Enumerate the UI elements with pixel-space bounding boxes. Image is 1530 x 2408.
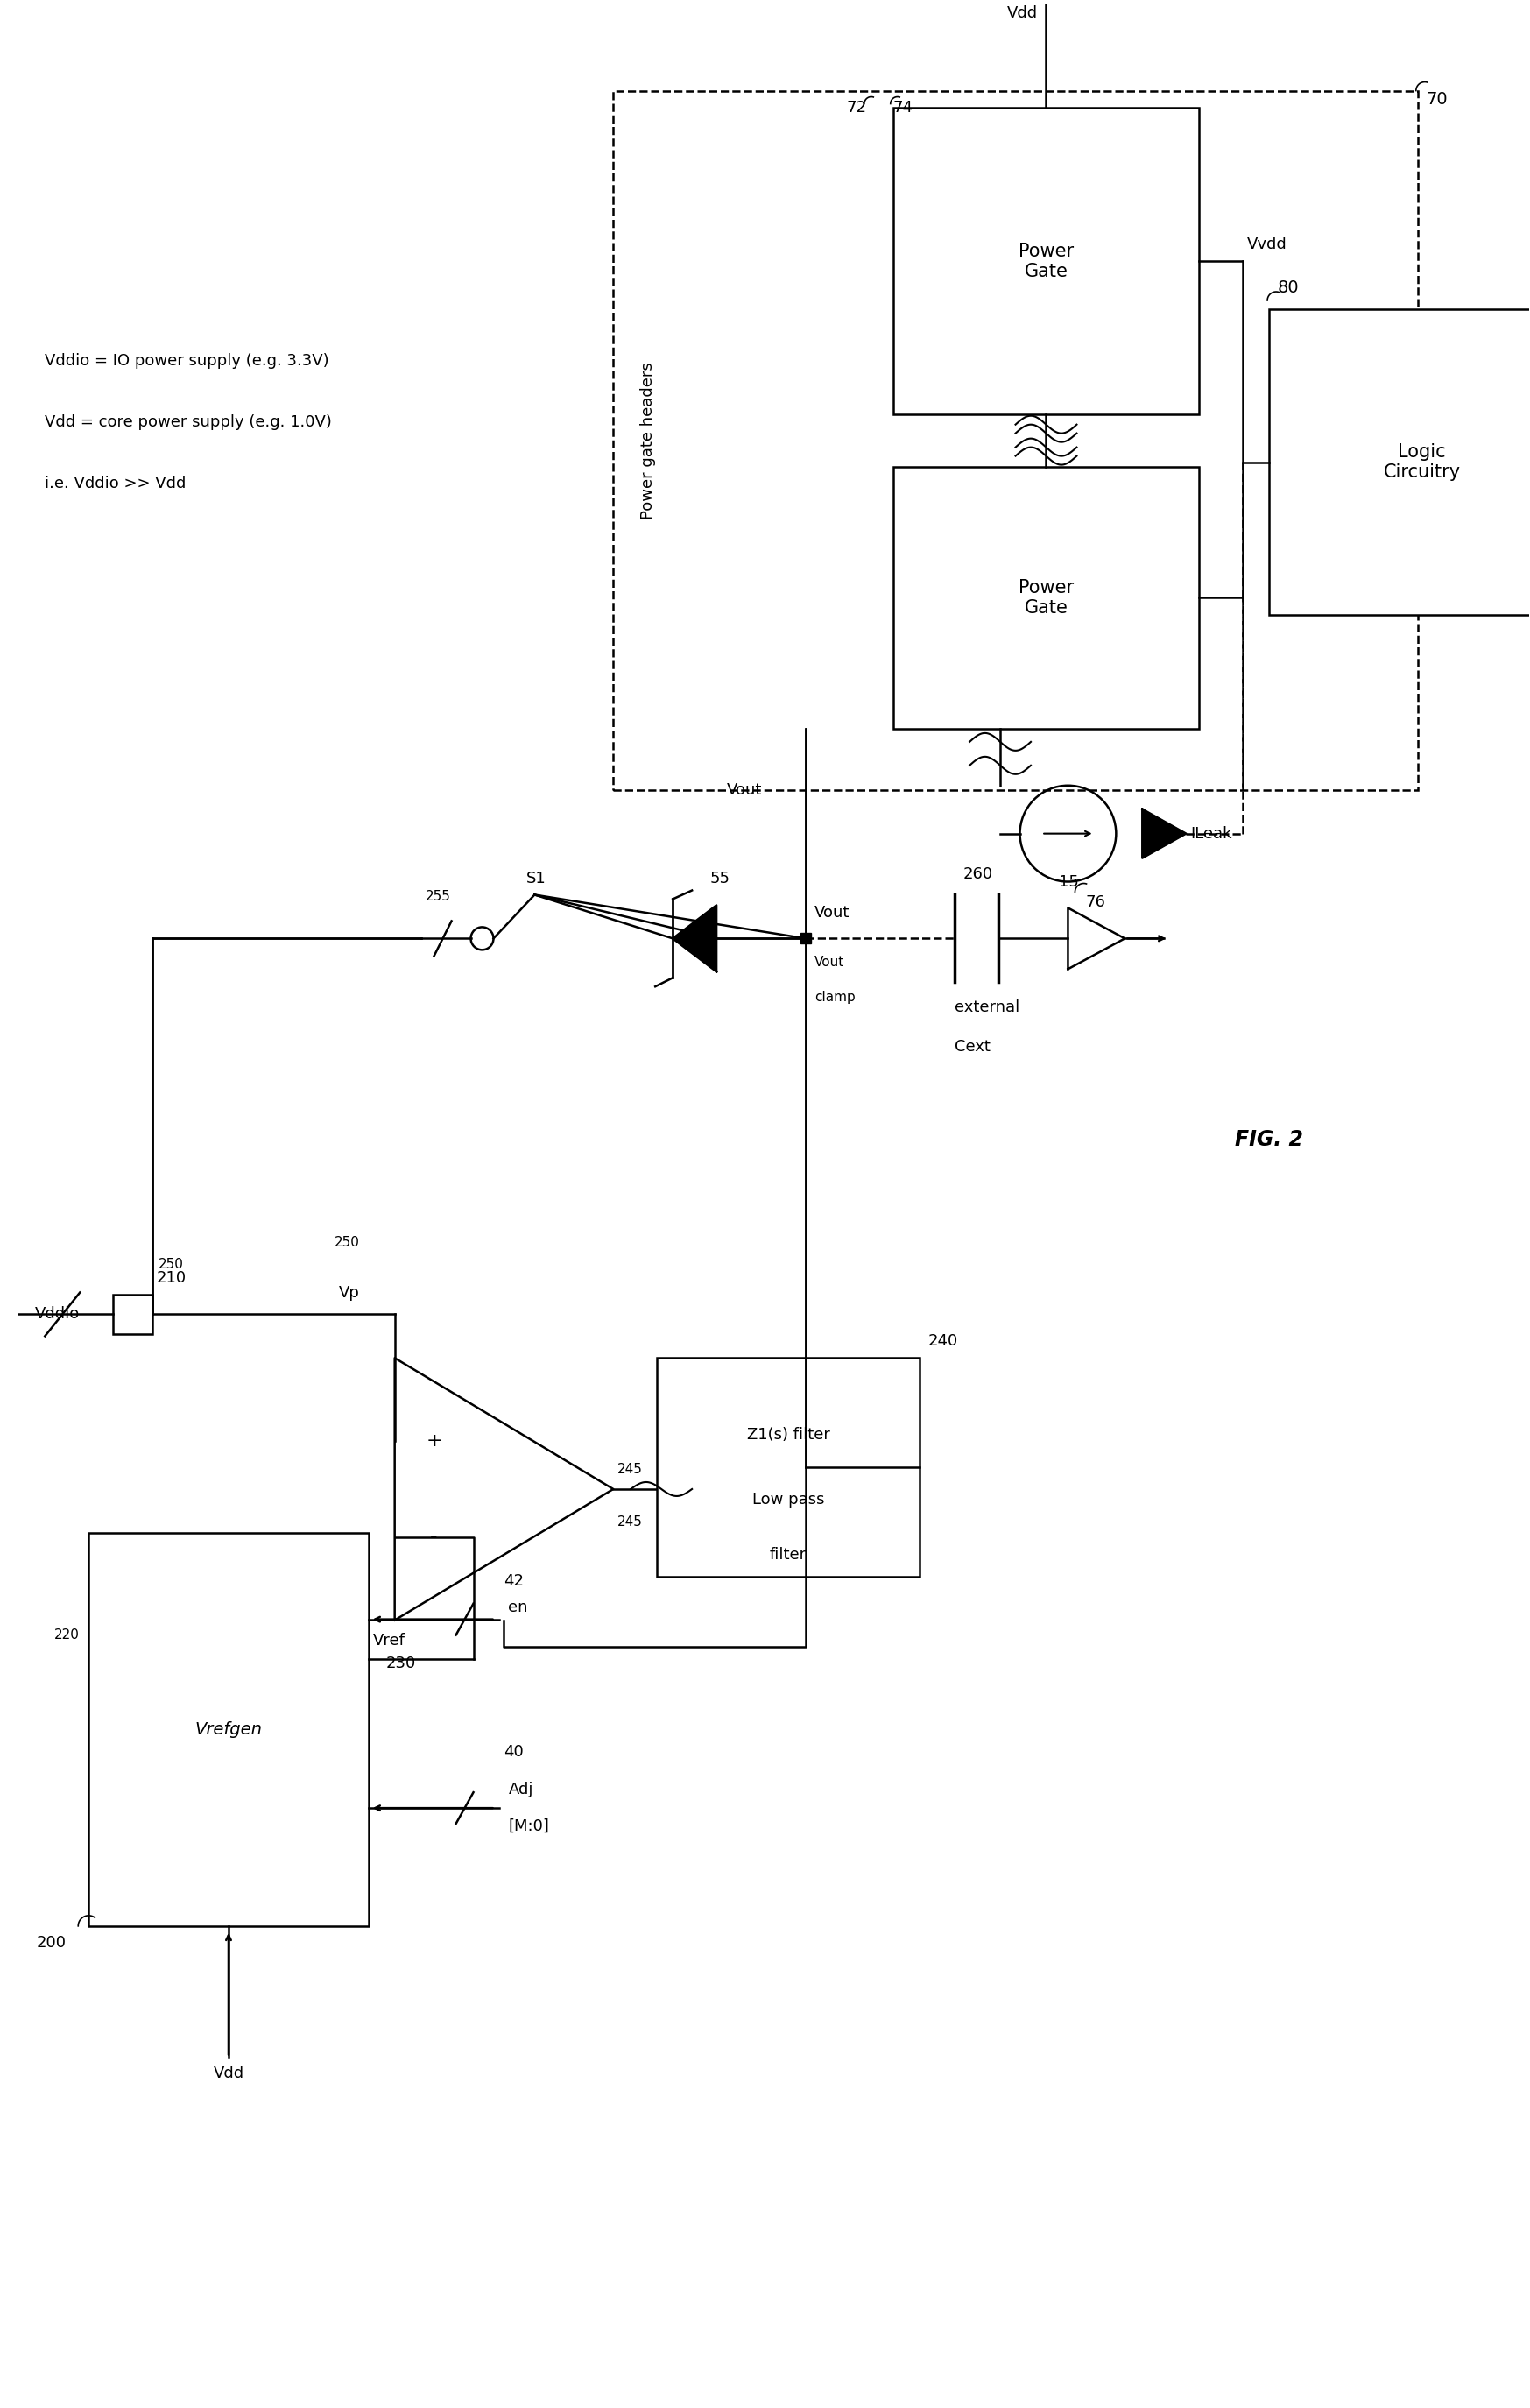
Text: clamp: clamp [814,992,855,1004]
Bar [89,1534,369,1926]
Text: 15: 15 [1059,874,1079,891]
Text: Adj: Adj [508,1782,534,1799]
Text: FIG. 2: FIG. 2 [1235,1129,1304,1151]
Bar [614,92,1418,790]
Text: Vout: Vout [814,905,849,920]
Text: 250: 250 [335,1235,360,1250]
Text: Vp: Vp [338,1286,360,1300]
Text: Vout: Vout [814,956,845,968]
Polygon shape [673,905,716,973]
Text: -: - [430,1527,438,1548]
Text: 40: 40 [503,1743,523,1760]
Text: 76: 76 [1085,896,1106,910]
Text: 250: 250 [159,1257,184,1271]
Text: 72: 72 [846,99,868,116]
Bar [113,1296,151,1334]
Bar [894,108,1200,414]
Text: 80: 80 [1278,279,1299,296]
Text: 74: 74 [894,99,913,116]
Text: Vrefgen: Vrefgen [194,1722,262,1739]
Text: Power
Gate: Power Gate [1019,243,1074,279]
Text: en: en [508,1599,528,1616]
Text: [M:0]: [M:0] [508,1818,549,1835]
Polygon shape [1143,809,1186,857]
Text: Vddio: Vddio [35,1308,80,1322]
Bar [656,1358,920,1577]
Text: 55: 55 [710,869,730,886]
Text: 200: 200 [37,1934,66,1950]
Text: 260: 260 [962,867,993,881]
Text: Power gate headers: Power gate headers [641,361,656,520]
Bar [894,467,1200,730]
Text: Vdd: Vdd [1007,5,1037,22]
Text: 42: 42 [503,1572,525,1589]
Text: Cext: Cext [955,1038,990,1055]
Text: Low pass: Low pass [753,1493,825,1507]
Text: 70: 70 [1426,92,1447,108]
Text: Vdd = core power supply (e.g. 1.0V): Vdd = core power supply (e.g. 1.0V) [44,414,332,431]
Text: Vref: Vref [373,1633,405,1647]
Text: 220: 220 [55,1628,80,1642]
Text: 210: 210 [156,1269,187,1286]
Text: Vout: Vout [727,783,762,797]
Text: Vvdd: Vvdd [1247,236,1287,253]
Text: S1: S1 [526,869,546,886]
Text: 245: 245 [618,1462,643,1476]
Text: 255: 255 [425,891,451,903]
Bar [1268,308,1530,614]
Text: Z1(s) filter: Z1(s) filter [747,1426,829,1442]
Text: 245: 245 [618,1515,643,1529]
Text: +: + [425,1433,442,1450]
Text: 230: 230 [386,1654,416,1671]
Text: Vddio = IO power supply (e.g. 3.3V): Vddio = IO power supply (e.g. 3.3V) [44,354,329,368]
Text: 240: 240 [929,1334,958,1348]
Text: filter: filter [770,1546,806,1563]
Text: Vdd: Vdd [213,2066,243,2081]
Text: external: external [955,999,1019,1016]
Text: ILeak: ILeak [1190,826,1232,840]
Text: Logic
Circuitry: Logic Circuitry [1383,443,1461,482]
Text: Power
Gate: Power Gate [1019,578,1074,616]
Text: i.e. Vddio >> Vdd: i.e. Vddio >> Vdd [44,474,187,491]
